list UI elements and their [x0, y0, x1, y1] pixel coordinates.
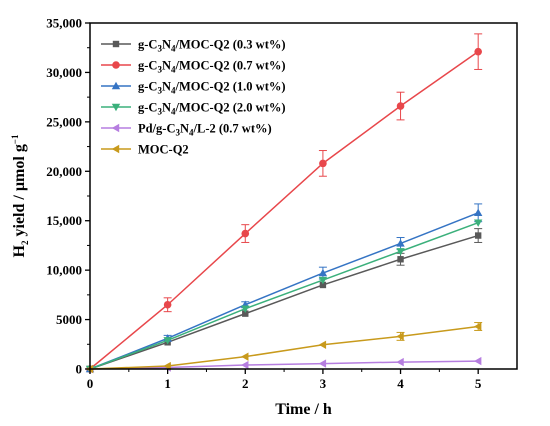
- legend-marker: [112, 61, 120, 69]
- x-tick-label: 2: [242, 376, 249, 391]
- series-4: [85, 219, 483, 374]
- series-3: [85, 203, 483, 373]
- data-point: [241, 360, 249, 370]
- legend-marker: [111, 81, 121, 90]
- data-point: [318, 268, 328, 277]
- data-point: [397, 256, 404, 263]
- plot-area: [85, 33, 483, 374]
- x-tick-label: 5: [475, 376, 482, 391]
- y-tick-label: 30,000: [46, 65, 82, 80]
- x-tick-label: 4: [397, 376, 404, 391]
- data-point: [396, 357, 404, 367]
- series-line: [89, 221, 479, 370]
- y-tick-label: 10,000: [46, 263, 82, 278]
- data-point: [473, 322, 482, 331]
- data-point: [474, 47, 482, 56]
- legend-label: g-C3N4/MOC-Q2 (0.3 wt%): [138, 38, 286, 54]
- data-point: [319, 281, 327, 289]
- data-point: [242, 310, 249, 317]
- legend-entry-2: g-C3N4/MOC-Q2 (0.7 wt%): [101, 59, 286, 75]
- y-tick-label: 0: [76, 362, 83, 377]
- series-2: [86, 33, 483, 373]
- data-point: [241, 352, 249, 361]
- data-point: [241, 305, 250, 313]
- x-tick-label: 1: [164, 376, 171, 391]
- data-point: [473, 219, 483, 227]
- legend-marker: [111, 103, 121, 112]
- series-line: [89, 234, 479, 370]
- data-point: [474, 232, 482, 239]
- x-tick-label: 3: [320, 376, 327, 391]
- legend-label: g-C3N4/MOC-Q2 (2.0 wt%): [138, 101, 286, 117]
- legend-label: g-C3N4/MOC-Q2 (1.0 wt%): [138, 80, 286, 96]
- series-1: [86, 228, 483, 373]
- x-axis-title: Time / h: [275, 401, 332, 418]
- series-6: [85, 322, 483, 374]
- data-point: [396, 102, 405, 110]
- legend-entry-6: MOC-Q2: [101, 143, 189, 157]
- data-point: [241, 229, 250, 238]
- legend-label: g-C3N4/MOC-Q2 (0.7 wt%): [138, 59, 286, 75]
- data-point: [318, 276, 328, 285]
- x-tick-label: 0: [87, 376, 94, 391]
- data-point: [473, 356, 482, 366]
- series-line: [89, 325, 479, 370]
- legend-entry-5: Pd/g-C3N4/L-2 (0.7 wt%): [101, 122, 272, 138]
- series-line: [89, 51, 479, 370]
- y-tick-label: 25,000: [46, 114, 82, 129]
- data-point: [396, 239, 405, 247]
- data-point: [473, 208, 483, 217]
- legend-entry-3: g-C3N4/MOC-Q2 (1.0 wt%): [101, 80, 286, 96]
- y-tick-label: 5000: [56, 312, 82, 327]
- legend-marker: [112, 40, 120, 48]
- legend-marker: [111, 144, 120, 154]
- data-point: [396, 332, 404, 341]
- legend-entry-4: g-C3N4/MOC-Q2 (2.0 wt%): [101, 101, 286, 117]
- legend: g-C3N4/MOC-Q2 (0.3 wt%) g-C3N4/MOC-Q2 (0.…: [101, 38, 286, 157]
- legend-marker: [111, 123, 120, 133]
- data-point: [318, 359, 327, 368]
- data-point: [163, 361, 171, 371]
- y-axis-title: H2 yield / µmol g−1: [10, 134, 30, 257]
- legend-entry-1: g-C3N4/MOC-Q2 (0.3 wt%): [101, 38, 286, 54]
- data-point: [163, 337, 172, 345]
- y-tick-label: 20,000: [46, 164, 82, 179]
- y-tick-label: 35,000: [46, 16, 82, 31]
- legend-label: Pd/g-C3N4/L-2 (0.7 wt%): [138, 122, 272, 138]
- data-point: [318, 340, 327, 349]
- plot-frame: [89, 22, 518, 370]
- axes: 0 1 2 3 4 5 0 5000 10,000 15,000 20,000 25,000 30,00…: [10, 16, 518, 418]
- data-point: [319, 159, 327, 168]
- legend-label: MOC-Q2: [138, 143, 189, 157]
- y-tick-label: 15,000: [46, 213, 82, 228]
- series-line: [89, 360, 479, 370]
- data-point: [163, 300, 172, 309]
- series-line: [89, 212, 479, 370]
- data-point: [396, 248, 405, 256]
